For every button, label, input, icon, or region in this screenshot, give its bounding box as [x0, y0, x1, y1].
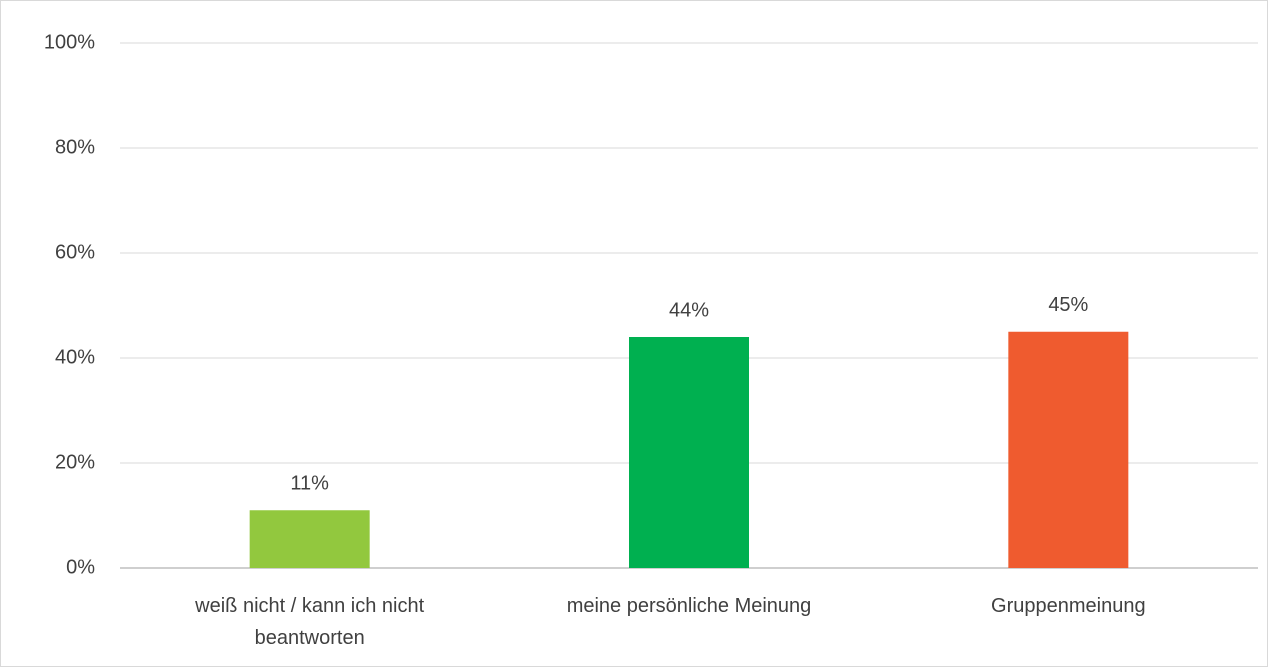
bar — [249, 510, 370, 568]
x-tick-label: Gruppenmeinung — [991, 595, 1146, 617]
y-tick-label: 0% — [66, 556, 95, 578]
value-label: 45% — [1048, 294, 1088, 316]
x-tick-label: meine persönliche Meinung — [566, 595, 812, 617]
y-tick-label: 80% — [55, 136, 95, 158]
value-label: 11% — [290, 473, 329, 495]
y-tick-label: 20% — [55, 451, 95, 473]
bar — [629, 337, 749, 568]
y-tick-label: 60% — [55, 241, 95, 263]
y-tick-label: 100% — [44, 31, 95, 53]
x-tick-label: weiß nicht / kann ich nicht beantworten — [195, 595, 425, 649]
bar — [1008, 331, 1129, 568]
value-label: 44% — [669, 299, 709, 321]
y-tick-label: 40% — [55, 346, 95, 368]
